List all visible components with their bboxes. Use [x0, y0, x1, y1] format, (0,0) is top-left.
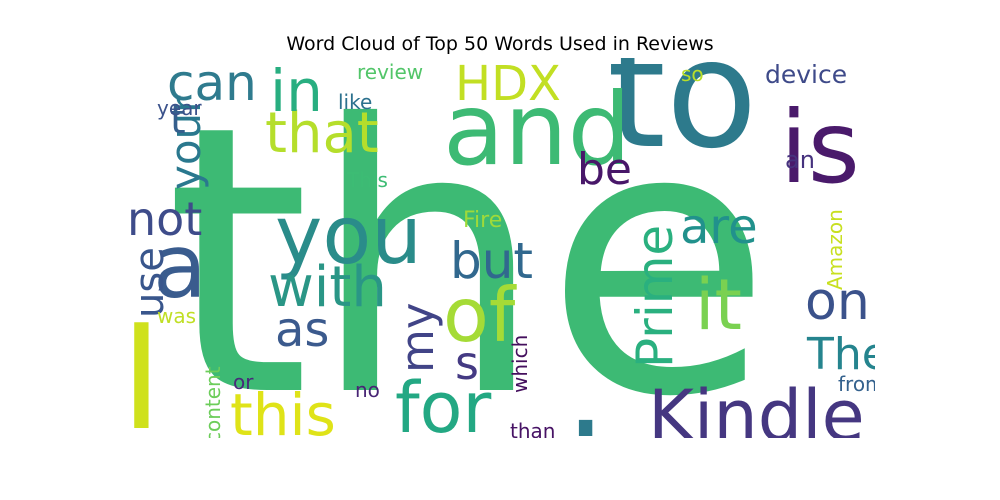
- word-the-capitalized: The: [807, 329, 875, 380]
- word-year: year: [157, 96, 202, 120]
- word-be: be: [577, 144, 632, 195]
- word-for: for: [395, 367, 492, 438]
- word-amazon: Amazon: [823, 209, 847, 290]
- word-period: .: [565, 315, 607, 438]
- word-of: of: [443, 271, 516, 359]
- word-in: in: [270, 58, 323, 125]
- word-review: review: [357, 60, 424, 84]
- word-s: s: [455, 336, 479, 390]
- word-not: not: [127, 192, 203, 246]
- word-the: the: [165, 58, 773, 438]
- word-content: content: [201, 366, 225, 438]
- word-can: can: [167, 58, 257, 112]
- word-my: my: [391, 302, 444, 373]
- word-are: are: [680, 199, 758, 255]
- word-was: was: [157, 304, 197, 328]
- word-or: or: [233, 370, 254, 394]
- word-hdx: HDX: [455, 58, 561, 112]
- word-like: like: [338, 90, 373, 114]
- word-to: to: [607, 58, 758, 182]
- word-so: so: [681, 62, 704, 86]
- word-you: you: [275, 189, 422, 282]
- word-kindle: Kindle: [648, 375, 865, 438]
- word-an: an: [785, 146, 815, 174]
- word-that: that: [265, 101, 379, 166]
- word-is: is: [780, 89, 860, 206]
- word-t: t: [170, 97, 186, 143]
- word-and: and: [443, 71, 632, 188]
- word-from: from: [838, 372, 875, 396]
- word-with: with: [268, 255, 387, 320]
- word-but: but: [450, 232, 534, 290]
- word-this-capitalized: This: [347, 168, 388, 192]
- word-it: it: [695, 264, 742, 346]
- word-as: as: [275, 302, 330, 358]
- word-than: than: [510, 419, 556, 438]
- word-which: which: [508, 334, 532, 393]
- word-fire: Fire: [463, 208, 503, 233]
- word-device: device: [765, 60, 848, 89]
- word-prime: Prime: [626, 224, 684, 368]
- word-i: I: [125, 294, 163, 438]
- word-this: this: [230, 381, 336, 438]
- chart-title: Word Cloud of Top 50 Words Used in Revie…: [286, 33, 714, 55]
- word-a: a: [153, 215, 207, 318]
- word-no: no: [355, 378, 380, 402]
- word-on: on: [805, 272, 870, 332]
